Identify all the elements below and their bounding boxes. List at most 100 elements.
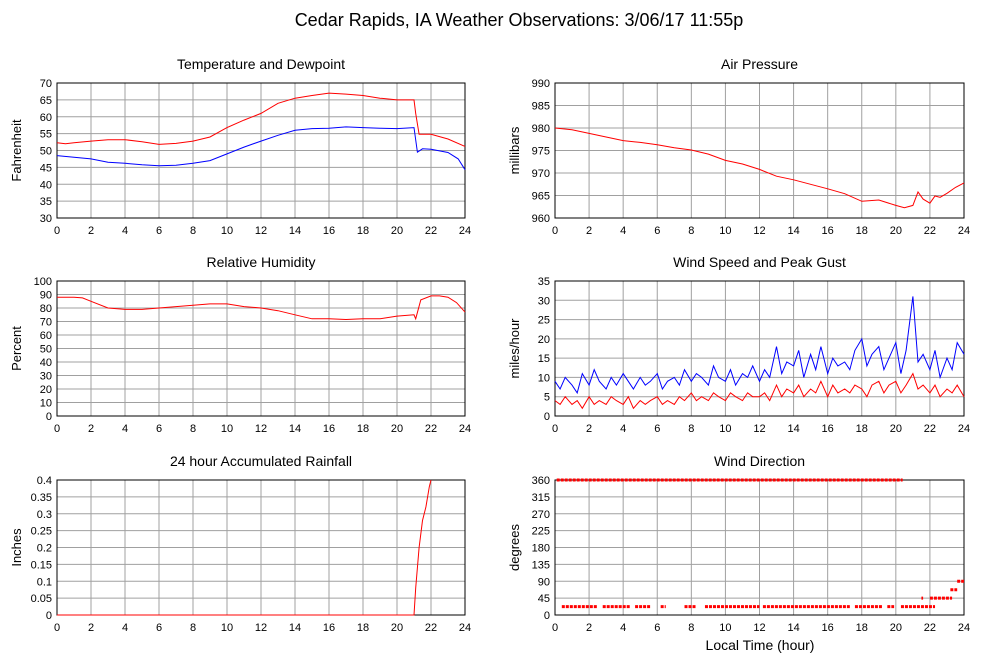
x-tick-label: 4	[122, 423, 128, 435]
y-tick-label: 5	[544, 392, 550, 404]
y-tick-label: 270	[532, 509, 550, 521]
x-tick-label: 16	[822, 225, 834, 237]
x-tick-label: 6	[156, 225, 162, 237]
x-tick-label: 16	[822, 622, 834, 634]
y-tick-label: 65	[40, 95, 52, 107]
x-tick-label: 10	[221, 225, 233, 237]
x-tick-label: 4	[620, 622, 626, 634]
x-tick-label: 24	[958, 423, 970, 435]
y-tick-label: 50	[40, 344, 52, 356]
x-tick-label: 24	[459, 423, 471, 435]
plot-frame	[554, 280, 965, 417]
y-tick-label: 30	[538, 295, 550, 307]
y-tick-label: 25	[538, 315, 550, 327]
x-tick-label: 18	[357, 225, 369, 237]
page-title: Cedar Rapids, IA Weather Observations: 3…	[295, 10, 744, 30]
x-tick-label: 18	[856, 423, 868, 435]
y-tick-label: 90	[40, 290, 52, 302]
x-tick-label: 24	[958, 225, 970, 237]
x-tick-label: 4	[122, 225, 128, 237]
x-tick-label: 0	[552, 423, 558, 435]
plot-frame	[554, 82, 965, 219]
x-tick-label: 10	[221, 423, 233, 435]
chart-title: Wind Direction	[714, 453, 805, 469]
x-tick-label: 8	[688, 225, 694, 237]
y-tick-label: 990	[532, 78, 550, 90]
y-tick-label: 965	[532, 191, 550, 203]
y-tick-label: 15	[538, 353, 550, 365]
y-tick-label: 20	[40, 384, 52, 396]
x-tick-label: 8	[688, 622, 694, 634]
y-tick-label: 70	[40, 317, 52, 329]
y-tick-label: 0.35	[31, 492, 52, 504]
y-tick-label: 40	[40, 179, 52, 191]
x-tick-label: 22	[425, 423, 437, 435]
y-tick-label: 0	[46, 411, 52, 423]
x-tick-label: 14	[787, 423, 799, 435]
x-tick-label: 2	[88, 622, 94, 634]
x-tick-label: 22	[924, 225, 936, 237]
y-tick-label: 45	[538, 593, 550, 605]
x-tick-label: 10	[221, 622, 233, 634]
x-tick-label: 12	[753, 225, 765, 237]
x-tick-label: 12	[753, 423, 765, 435]
x-tick-label: 12	[255, 423, 267, 435]
x-tick-label: 0	[552, 225, 558, 237]
y-tick-label: 135	[532, 559, 550, 571]
x-tick-label: 6	[156, 423, 162, 435]
y-tick-label: 0.15	[31, 559, 52, 571]
x-tick-label: 20	[890, 423, 902, 435]
x-tick-label: 0	[54, 423, 60, 435]
series-line-0	[554, 127, 965, 209]
y-axis-label: Percent	[9, 326, 24, 371]
chart-title: Relative Humidity	[207, 254, 316, 270]
y-tick-label: 360	[532, 475, 550, 487]
x-tick-label: 10	[719, 423, 731, 435]
y-tick-label: 0.25	[31, 526, 52, 538]
series-line-1	[56, 126, 466, 170]
x-tick-label: 22	[425, 225, 437, 237]
y-tick-label: 0.2	[37, 543, 52, 555]
y-tick-label: 0	[544, 610, 550, 622]
y-axis-label: millibars	[507, 126, 522, 174]
plot-frame	[56, 280, 466, 417]
x-tick-label: 20	[890, 225, 902, 237]
y-tick-label: 90	[538, 576, 550, 588]
x-tick-label: 14	[787, 622, 799, 634]
x-tick-label: 18	[357, 423, 369, 435]
series-line-0	[554, 296, 965, 395]
y-tick-label: 970	[532, 168, 550, 180]
x-tick-label: 24	[958, 622, 970, 634]
y-tick-label: 0	[46, 610, 52, 622]
y-tick-label: 60	[40, 330, 52, 342]
x-tick-label: 16	[323, 423, 335, 435]
y-tick-label: 80	[40, 303, 52, 315]
y-axis-label: degrees	[507, 524, 522, 571]
x-tick-label: 10	[719, 225, 731, 237]
x-tick-label: 14	[289, 622, 301, 634]
x-tick-label: 20	[890, 622, 902, 634]
y-tick-label: 10	[40, 398, 52, 410]
x-tick-label: 12	[255, 622, 267, 634]
x-tick-label: 12	[753, 622, 765, 634]
y-tick-label: 980	[532, 123, 550, 135]
x-tick-label: 12	[255, 225, 267, 237]
x-tick-label: 16	[323, 225, 335, 237]
y-tick-label: 20	[538, 334, 550, 346]
x-tick-label: 14	[787, 225, 799, 237]
x-tick-label: 16	[323, 622, 335, 634]
y-tick-label: 0.4	[37, 475, 52, 487]
x-tick-label: 22	[924, 423, 936, 435]
x-tick-label: 16	[822, 423, 834, 435]
y-tick-label: 315	[532, 492, 550, 504]
x-tick-label: 2	[88, 225, 94, 237]
y-tick-label: 60	[40, 112, 52, 124]
y-tick-label: 0.1	[37, 576, 52, 588]
x-tick-label: 20	[391, 225, 403, 237]
x-tick-label: 24	[459, 622, 471, 634]
chart-title: 24 hour Accumulated Rainfall	[170, 453, 352, 469]
x-tick-label: 2	[586, 622, 592, 634]
